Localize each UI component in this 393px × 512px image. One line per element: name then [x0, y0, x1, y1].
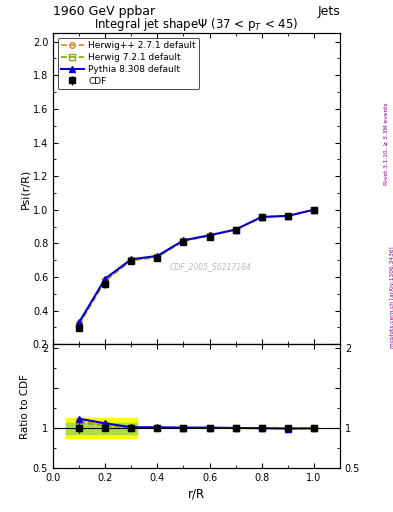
- Herwig++ 2.7.1 default: [207, 232, 212, 238]
- Line: Pythia 8.308 default: Pythia 8.308 default: [76, 207, 317, 325]
- Pythia 8.308 default: [181, 237, 186, 243]
- Text: CDF_2005_S6217184: CDF_2005_S6217184: [170, 262, 252, 271]
- Herwig 7.2.1 default: [181, 238, 186, 244]
- Line: Herwig 7.2.1 default: Herwig 7.2.1 default: [76, 207, 317, 328]
- Herwig 7.2.1 default: [103, 278, 108, 284]
- Herwig 7.2.1 default: [129, 258, 134, 264]
- Pythia 8.308 default: [259, 214, 264, 220]
- Text: 1960 GeV ppbar: 1960 GeV ppbar: [53, 5, 155, 18]
- Title: Integral jet shapeΨ (37 < p$_T$ < 45): Integral jet shapeΨ (37 < p$_T$ < 45): [94, 16, 299, 33]
- Pythia 8.308 default: [77, 319, 81, 325]
- Y-axis label: Psi(r/R): Psi(r/R): [20, 168, 30, 209]
- Pythia 8.308 default: [155, 253, 160, 259]
- X-axis label: r/R: r/R: [188, 487, 205, 501]
- Herwig++ 2.7.1 default: [233, 226, 238, 232]
- Herwig 7.2.1 default: [285, 213, 290, 219]
- Pythia 8.308 default: [207, 232, 212, 238]
- Herwig 7.2.1 default: [207, 232, 212, 239]
- Text: Rivet 3.1.10, ≥ 3.3M events: Rivet 3.1.10, ≥ 3.3M events: [384, 102, 388, 185]
- Herwig 7.2.1 default: [233, 227, 238, 233]
- Herwig++ 2.7.1 default: [129, 257, 134, 263]
- Pythia 8.308 default: [285, 213, 290, 219]
- Line: Herwig++ 2.7.1 default: Herwig++ 2.7.1 default: [76, 207, 317, 326]
- Herwig 7.2.1 default: [259, 214, 264, 220]
- Pythia 8.308 default: [233, 226, 238, 232]
- Legend: Herwig++ 2.7.1 default, Herwig 7.2.1 default, Pythia 8.308 default, CDF: Herwig++ 2.7.1 default, Herwig 7.2.1 def…: [57, 38, 200, 89]
- Herwig++ 2.7.1 default: [312, 207, 316, 213]
- Text: mcplots.cern.ch [arXiv:1306.3436]: mcplots.cern.ch [arXiv:1306.3436]: [390, 246, 393, 348]
- Herwig++ 2.7.1 default: [259, 214, 264, 220]
- Pythia 8.308 default: [129, 256, 134, 262]
- Y-axis label: Ratio to CDF: Ratio to CDF: [20, 374, 30, 439]
- Herwig 7.2.1 default: [77, 322, 81, 328]
- Herwig++ 2.7.1 default: [285, 213, 290, 219]
- Herwig 7.2.1 default: [312, 207, 316, 213]
- Pythia 8.308 default: [312, 207, 316, 213]
- Herwig++ 2.7.1 default: [155, 253, 160, 260]
- Text: Jets: Jets: [317, 5, 340, 18]
- Herwig 7.2.1 default: [155, 254, 160, 260]
- Herwig++ 2.7.1 default: [77, 320, 81, 326]
- Herwig++ 2.7.1 default: [103, 277, 108, 283]
- Herwig++ 2.7.1 default: [181, 238, 186, 244]
- Pythia 8.308 default: [103, 275, 108, 282]
